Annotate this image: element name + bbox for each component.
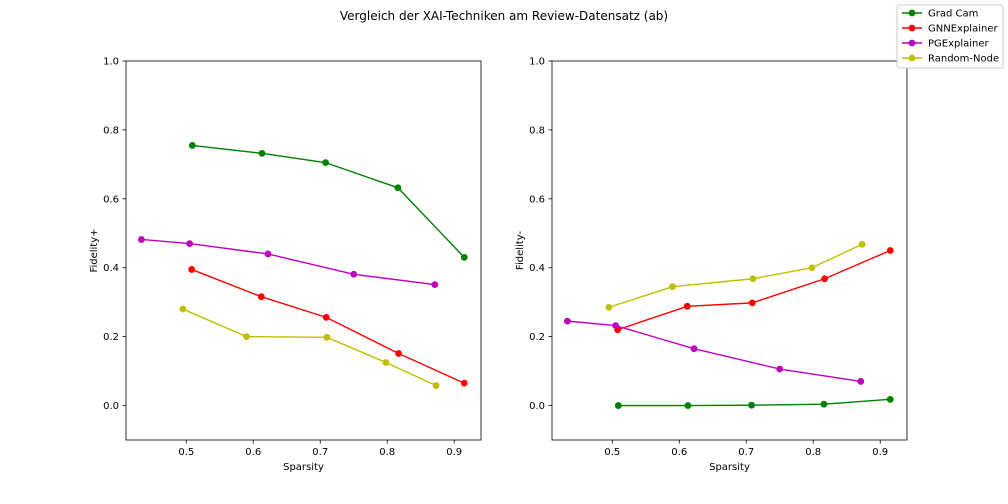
y-tick-label: 1.0	[103, 57, 119, 68]
x-tick-label: 0.9	[872, 447, 888, 458]
x-tick-label: 0.7	[738, 447, 754, 458]
x-tick-label: 0.5	[178, 447, 194, 458]
x-tick-label: 0.8	[805, 447, 821, 458]
data-point-random-node	[432, 382, 440, 389]
data-point-pgexplainer	[431, 281, 439, 289]
data-point-gnnexplainer	[886, 247, 894, 254]
legend-label-gnnexplainer: GNNExplainer	[928, 24, 998, 35]
x-tick-label: 0.6	[245, 447, 261, 458]
legend-swatch-marker-pgexplainer	[908, 39, 916, 47]
x-tick-label: 0.6	[671, 447, 687, 458]
data-point-random-node	[179, 305, 187, 313]
data-point-random-node	[605, 303, 613, 311]
data-point-gnnexplainer	[395, 350, 403, 357]
data-point-random-node	[749, 275, 757, 283]
data-point-random-node	[669, 283, 676, 291]
data-point-pgexplainer	[564, 317, 571, 325]
data-point-grad-cam	[394, 184, 402, 192]
y-axis-label: Fidelity-	[515, 231, 526, 271]
y-tick-label: 0.0	[103, 401, 119, 412]
y-tick-label: 0.6	[103, 194, 119, 205]
data-point-random-node	[808, 264, 816, 272]
y-tick-label: 1.0	[529, 57, 545, 68]
data-point-random-node	[382, 359, 390, 366]
data-point-grad-cam	[614, 402, 622, 409]
figure-title: Vergleich der XAI-Techniken am Review-Da…	[340, 9, 668, 23]
data-point-grad-cam	[886, 395, 894, 403]
x-tick-label: 0.8	[379, 447, 395, 458]
y-tick-label: 0.0	[529, 401, 545, 412]
legend-label-grad-cam: Grad Cam	[928, 9, 978, 20]
data-point-gnnexplainer	[748, 299, 756, 307]
axes-frame	[551, 60, 908, 441]
y-tick-label: 0.8	[103, 125, 119, 136]
y-tick-label: 0.6	[529, 194, 545, 205]
y-tick-label: 0.4	[103, 263, 119, 274]
y-tick-label: 0.4	[529, 263, 545, 274]
x-tick-label: 0.5	[604, 447, 620, 458]
data-point-pgexplainer	[776, 365, 784, 373]
data-point-pgexplainer	[690, 345, 698, 353]
data-point-pgexplainer	[612, 322, 620, 330]
data-point-grad-cam	[258, 149, 266, 157]
data-point-grad-cam	[820, 400, 828, 408]
subplot-fidelity-minus: 0.5 0.6 0.7 0.8 0.9 0.0 0.2 0.4 0.6 0.8 1.0 Sparsit…	[515, 57, 908, 473]
data-point-grad-cam	[748, 401, 755, 409]
data-point-gnnexplainer	[683, 302, 691, 310]
axes-frame	[125, 60, 482, 441]
legend-swatch-marker-gnnexplainer	[908, 24, 916, 32]
x-tick-label: 0.7	[312, 447, 328, 458]
data-point-random-node	[243, 333, 250, 341]
data-point-grad-cam	[460, 253, 468, 261]
data-point-gnnexplainer	[257, 293, 265, 301]
data-point-grad-cam	[684, 402, 692, 409]
legend-swatch-marker-random-node	[908, 54, 916, 62]
data-point-pgexplainer	[350, 270, 358, 278]
data-point-pgexplainer	[186, 240, 194, 248]
data-point-gnnexplainer	[322, 313, 330, 321]
legend-frame	[896, 4, 1004, 69]
legend-swatch-marker-grad-cam	[908, 9, 916, 17]
data-point-random-node	[858, 240, 866, 248]
y-axis-label: Fidelity+	[89, 228, 100, 272]
y-tick-label: 0.2	[103, 332, 119, 343]
data-point-grad-cam	[188, 142, 196, 149]
data-point-random-node	[323, 333, 331, 341]
data-point-pgexplainer	[264, 250, 272, 258]
x-tick-label: 0.9	[446, 447, 462, 458]
y-tick-label: 0.2	[529, 332, 545, 343]
legend-label-pgexplainer: PGExplainer	[928, 39, 990, 50]
x-axis-label: Sparsity	[283, 462, 324, 473]
data-point-gnnexplainer	[460, 379, 468, 387]
y-tick-label: 0.8	[529, 125, 545, 136]
legend-label-random-node: Random-Node	[928, 54, 999, 65]
subplot-fidelity-plus: 0.5 0.6 0.7 0.8 0.9 0.0 0.2 0.4 0.6 0.8 1.0 Sparsit…	[89, 57, 482, 473]
data-point-grad-cam	[322, 159, 329, 167]
data-point-pgexplainer	[138, 236, 145, 243]
legend: Grad Cam GNNExplainer PGExplainer Random-No…	[896, 4, 1004, 69]
data-point-gnnexplainer	[821, 275, 829, 283]
data-point-gnnexplainer	[188, 266, 196, 273]
data-point-pgexplainer	[857, 378, 865, 385]
x-axis-label: Sparsity	[709, 462, 750, 473]
